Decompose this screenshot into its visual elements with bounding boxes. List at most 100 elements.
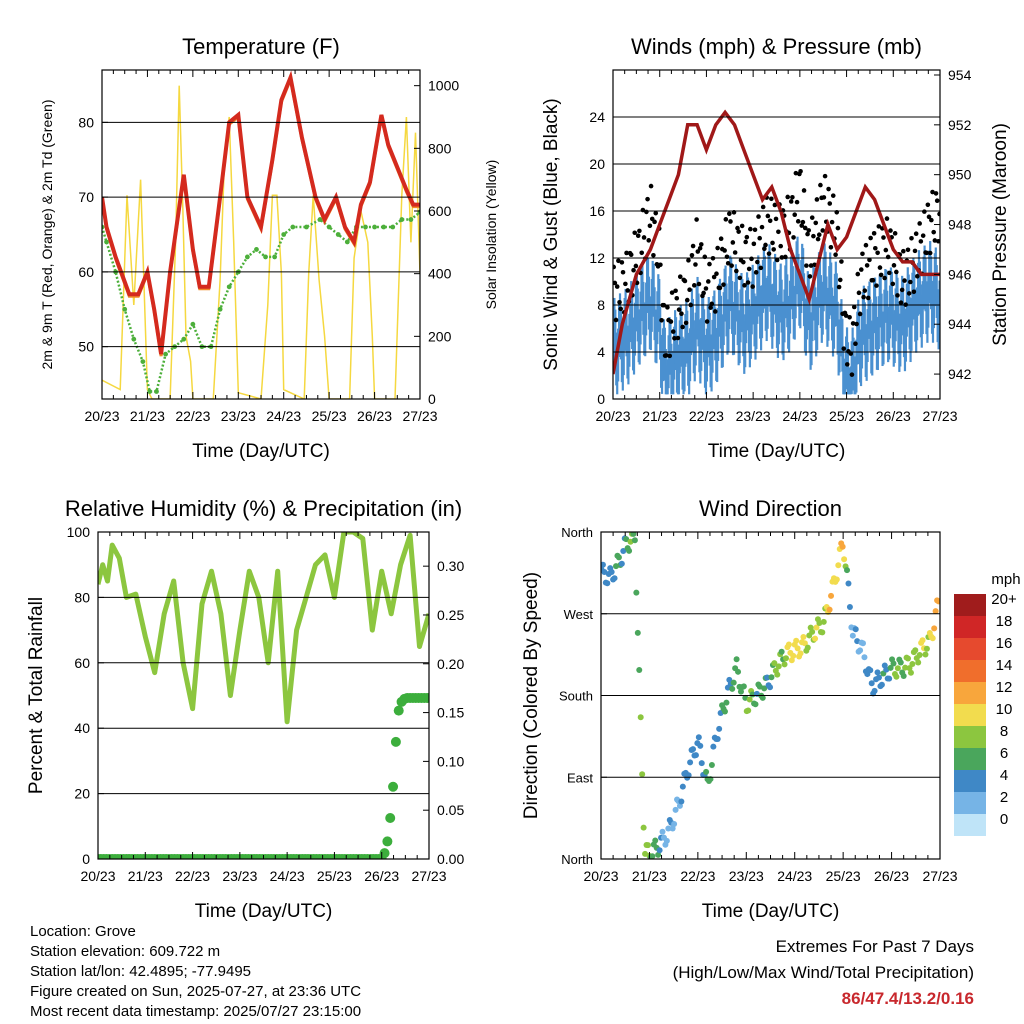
x-axis-label: Time (Day/UTC) [195,901,333,922]
direction-point [737,688,744,695]
gust-point [757,235,762,241]
direction-point [767,684,774,691]
gust-point [647,223,653,229]
gust-point [729,263,734,268]
direction-point [852,626,859,633]
direction-point [714,735,721,742]
gust-point [884,216,890,221]
dewpoint-series-line [102,211,420,393]
gust-point [936,238,940,244]
gust-point [913,231,919,236]
legend-swatch [954,814,986,836]
gust-point [873,245,878,251]
direction-point [721,708,728,715]
gust-point [917,221,922,226]
gust-point [752,227,758,233]
gust-point [746,266,752,272]
direction-point [634,629,641,636]
gust-point [854,321,859,327]
x-tick-label: 21/23 [632,868,667,884]
legend-swatch [954,682,986,704]
gust-point [814,197,820,202]
gust-point [616,258,621,264]
direction-point [740,683,747,690]
gust-point [669,290,675,295]
direction-point [887,664,894,671]
gust-point [695,249,701,254]
gust-point [760,204,766,210]
direction-point [620,547,627,554]
gust-point [931,229,936,235]
gust-point [675,335,681,341]
y-tick-label: 4 [597,344,605,360]
gust-point [658,262,663,268]
gust-point [932,238,938,243]
y-right-tick-label: 950 [948,167,972,183]
legend-label: 14 [996,657,1013,674]
gust-point [901,248,906,254]
direction-point [636,667,643,674]
gust-point [847,314,852,320]
direction-point [618,560,625,567]
direction-point [745,707,752,714]
created-text: Figure created on Sun, 2025-07-27, at 23… [30,983,362,1000]
gust-point [748,226,753,232]
x-tick-label: 27/23 [922,408,957,424]
direction-point [922,651,929,658]
direction-point [604,580,611,587]
direction-point [826,606,833,613]
direction-point [790,652,797,659]
legend-label: 4 [1000,767,1008,784]
direction-point [633,589,640,596]
gust-point [826,186,831,192]
gust-point [753,270,759,275]
gust-point [830,193,836,198]
direction-point [652,837,659,844]
gust-point [697,245,703,251]
gust-point [827,201,833,206]
y-tick-label: 100 [67,524,91,540]
gust-point [918,239,924,244]
extremes-title: Extremes For Past 7 Days [775,937,974,956]
y-right-tick-label: 944 [948,316,972,332]
pressure-series-line [613,109,940,375]
gust-point [837,277,843,283]
gust-point [744,234,750,240]
direction-point [923,645,930,652]
y-right-tick-label: 1000 [428,78,459,94]
y-right-tick-label: 0.20 [437,656,464,672]
gust-point [635,233,641,239]
gust-point [722,248,727,253]
gust-point [725,260,731,266]
gust-point [701,290,706,296]
direction-point [890,660,897,667]
x-axis-label: Time (Day/UTC) [192,441,330,462]
gust-point [645,196,650,202]
gust-point [676,307,682,312]
x-axis-label: Time (Day/UTC) [702,901,840,922]
y-tick-label: 20 [589,156,605,172]
y-tick-label: 0 [82,851,90,867]
gust-point [816,232,822,237]
direction-point [678,798,685,805]
direction-point [813,624,820,631]
gust-point [887,270,892,276]
gust-point [613,317,619,323]
direction-point [875,674,882,681]
direction-point [820,618,827,625]
direction-point [659,828,666,835]
x-tick-label: 22/23 [175,868,210,884]
plot-frame [600,531,941,860]
y-tick-label: 0 [597,391,605,407]
gust-point [677,274,683,279]
gust-point [788,199,794,204]
x-tick-label: 25/23 [317,868,352,884]
direction-point [835,562,842,569]
y-right-tick-label: 400 [428,266,452,282]
plot-frame [101,69,421,400]
gust-point [620,269,626,275]
direction-point [631,537,638,544]
gust-point [804,263,809,268]
gust-point [736,229,741,234]
direction-point [697,742,704,749]
